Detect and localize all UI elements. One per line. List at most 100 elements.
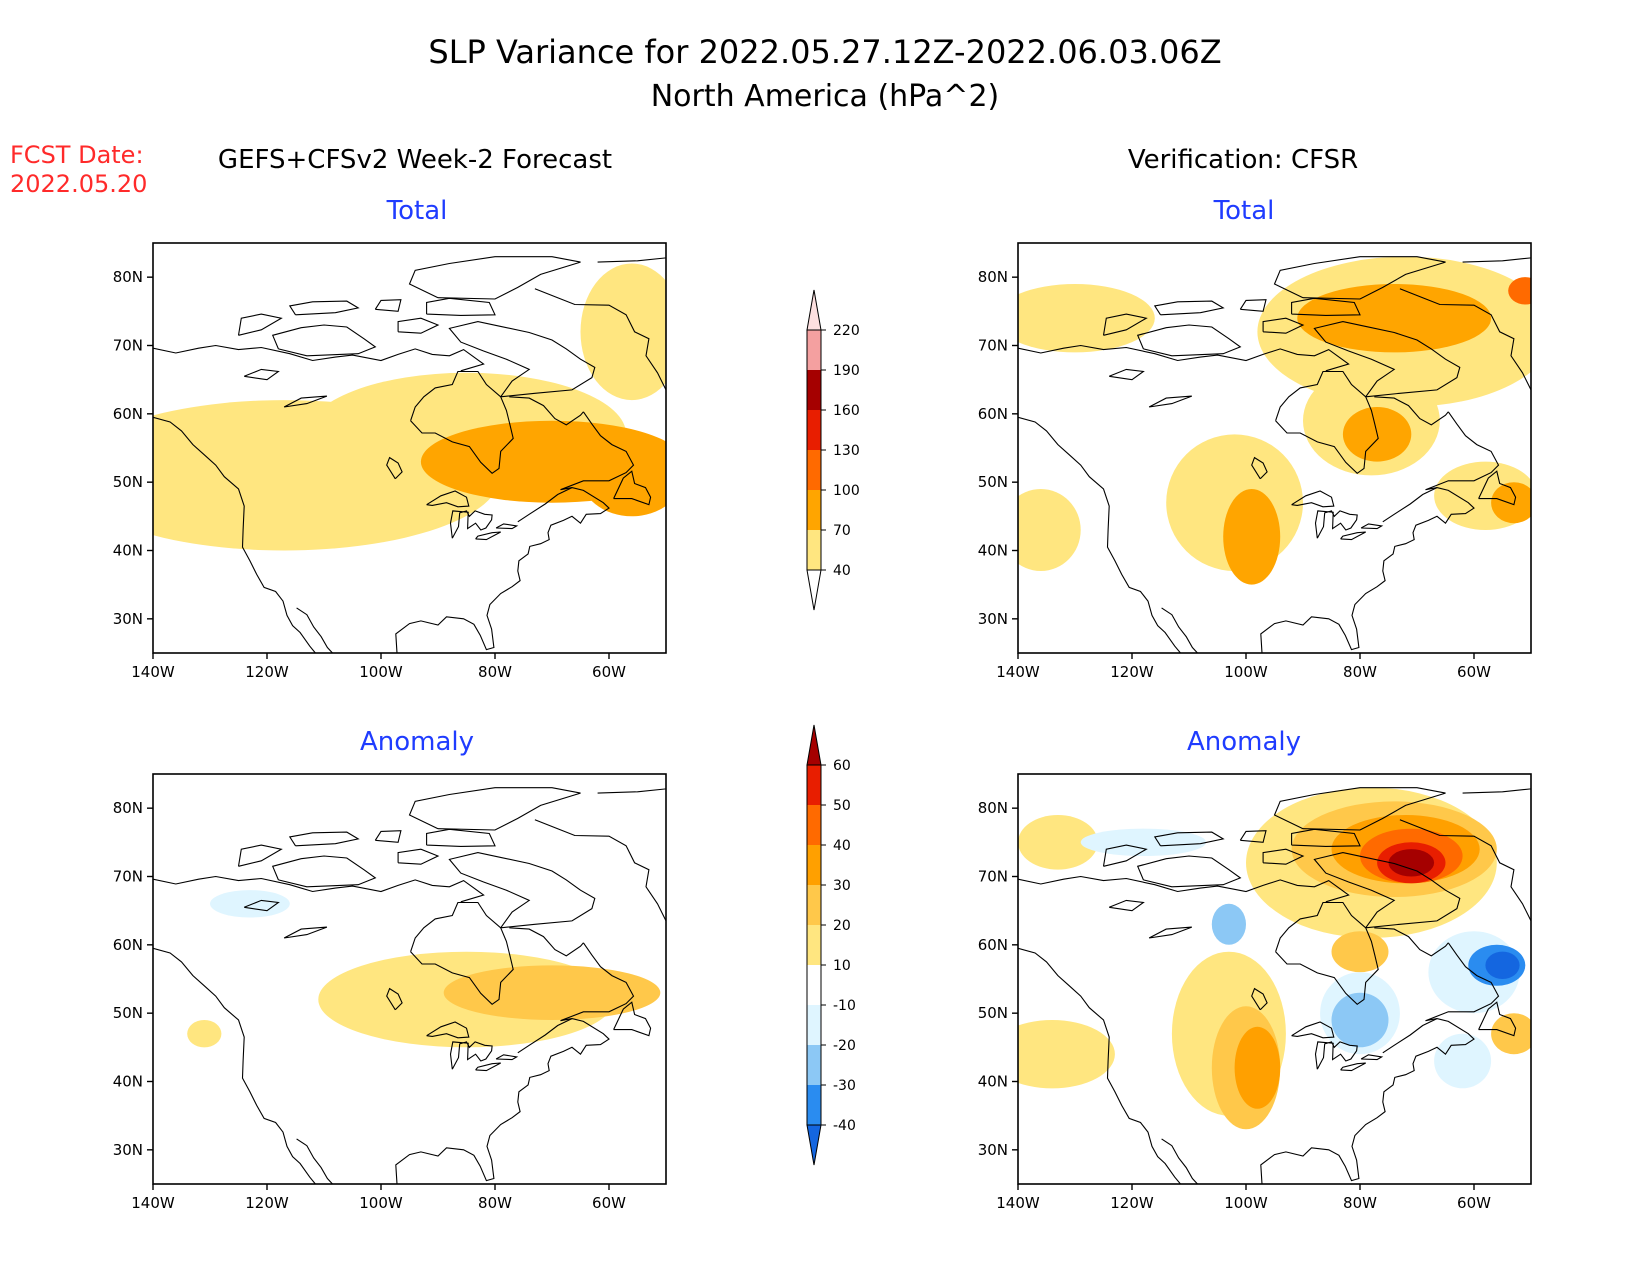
colorbar-total-swatch — [807, 530, 821, 570]
coastline-7 — [1313, 852, 1461, 929]
colorbar-anomaly-swatch — [807, 1085, 821, 1125]
map-panel-forecast-anomaly: 140W 120W 100W 80W 60W 80N 70N 60N 50N 40N 30N — [113, 773, 667, 1212]
lat-tick-label: 60N — [978, 405, 1008, 423]
coastline-21 — [386, 987, 403, 1011]
coastline-10 — [288, 300, 360, 316]
coastline-1 — [296, 607, 333, 653]
coastline-18 — [449, 510, 493, 539]
shaded-region-9 — [1491, 482, 1531, 524]
lon-tick-label: 80W — [1343, 663, 1377, 681]
coastline-12 — [1291, 297, 1361, 316]
colorbar-total: 40 70 100 130 160 190 220 — [806, 289, 860, 611]
lat-tick-label: 80N — [978, 799, 1008, 817]
colorbar-anomaly-swatch — [807, 805, 821, 845]
coastline-0 — [1018, 416, 1181, 653]
coastline-15 — [534, 288, 666, 391]
lat-tick-label: 30N — [978, 610, 1008, 628]
coastline-4 — [410, 370, 514, 475]
colorbar-anomaly-swatch — [807, 925, 821, 965]
lon-tick-label: 80W — [478, 1194, 512, 1212]
coastline-8 — [1136, 855, 1242, 888]
coastline-17 — [1291, 1021, 1335, 1039]
colorbar-total-label: 100 — [833, 483, 860, 499]
coastline-12 — [426, 297, 496, 316]
coastline-4 — [1275, 370, 1379, 475]
coastline-23 — [243, 368, 280, 381]
colorbar-anomaly-frame — [806, 764, 822, 1126]
colorbar-total-label: 220 — [833, 323, 860, 339]
lon-tick-label: 100W — [359, 1194, 403, 1212]
coastline-19 — [475, 1062, 501, 1072]
coastline-12 — [426, 828, 496, 847]
coastline-21 — [1251, 456, 1268, 480]
lat-tick-label: 30N — [113, 1141, 143, 1159]
lon-tick-label: 60W — [1457, 663, 1491, 681]
shaded-region-12 — [1388, 849, 1435, 877]
coastline-11 — [374, 830, 402, 843]
lat-tick-label: 30N — [113, 610, 143, 628]
coastline-8 — [1136, 324, 1242, 357]
colorbar-anomaly-label: -20 — [833, 1038, 856, 1054]
coastline-5 — [509, 927, 584, 957]
coastline-14 — [1262, 848, 1305, 865]
shaded-region-7 — [1491, 1013, 1531, 1055]
panel-title-forecast-anomaly: Anomaly — [360, 727, 474, 757]
lat-tick-label: 70N — [978, 337, 1008, 355]
lon-tick-label: 80W — [478, 663, 512, 681]
colorbar-total-swatch — [807, 370, 821, 410]
lat-tick-label: 70N — [113, 337, 143, 355]
coastline-0 — [153, 947, 316, 1184]
shaded-region-5 — [580, 434, 666, 517]
colorbar-total-label: 70 — [833, 523, 851, 539]
coastline-5 — [1374, 396, 1449, 426]
coastline-20 — [495, 1054, 519, 1061]
panel-title-verification-anomaly: Anomaly — [1187, 727, 1301, 757]
coastline-1 — [296, 1138, 333, 1184]
shaded-region-8 — [1223, 489, 1281, 585]
coastline-4 — [410, 901, 514, 1006]
coastline-22 — [283, 926, 328, 939]
colorbar-anomaly-label: 20 — [833, 918, 851, 934]
coastline-4 — [1275, 901, 1379, 1006]
coastline-2 — [395, 411, 635, 653]
shaded-region-3 — [153, 441, 193, 524]
coastline-23 — [1108, 368, 1145, 381]
coastline-15 — [534, 819, 666, 922]
main-subtitle: North America (hPa^2) — [651, 79, 1000, 114]
coastline-13 — [408, 787, 581, 831]
colorbar-anomaly-upper-tail — [806, 724, 822, 766]
shaded-region-17 — [1211, 903, 1246, 945]
forecast-column-header: GEFS+CFSv2 Week-2 Forecast — [218, 145, 612, 175]
coastline-23 — [1108, 899, 1145, 912]
lat-tick-label: 40N — [113, 1073, 143, 1091]
lat-tick-label: 40N — [113, 542, 143, 560]
shaded-region-0 — [1018, 284, 1155, 353]
lon-tick-label: 120W — [1110, 663, 1154, 681]
colorbar-total-swatch — [807, 450, 821, 490]
lon-tick-label: 140W — [131, 1194, 175, 1212]
lat-tick-label: 80N — [113, 268, 143, 286]
lat-tick-label: 80N — [113, 799, 143, 817]
fcst-date-value: 2022.05.20 — [10, 170, 147, 198]
coastline-2 — [1260, 411, 1500, 653]
coastline-0 — [1018, 947, 1181, 1184]
colorbar-total-label: 190 — [833, 363, 860, 379]
colorbar-total-lower-tail — [806, 569, 822, 611]
coastline-18 — [1314, 1041, 1358, 1070]
coastline-16 — [1462, 257, 1531, 263]
map-panel-forecast-total: 140W 120W 100W 80W 60W 80N 70N 60N 50N 40N 30N — [113, 242, 667, 681]
coastline-24 — [517, 487, 573, 523]
colorbar-anomaly-label: -10 — [833, 998, 856, 1014]
colorbar-anomaly-label: -40 — [833, 1118, 856, 1134]
coastline-14 — [397, 317, 440, 334]
main-title: SLP Variance for 2022.05.27.12Z-2022.06.… — [428, 33, 1221, 71]
coastline-18 — [1314, 510, 1358, 539]
coastline-17 — [426, 490, 470, 508]
colorbar-anomaly-swatch — [807, 965, 821, 1005]
coastline-24 — [1382, 1018, 1438, 1054]
coastline-19 — [1340, 1062, 1366, 1072]
colorbar-anomaly-label: 50 — [833, 798, 851, 814]
coastline-12 — [1291, 828, 1361, 847]
coastline-1 — [1161, 1138, 1198, 1184]
